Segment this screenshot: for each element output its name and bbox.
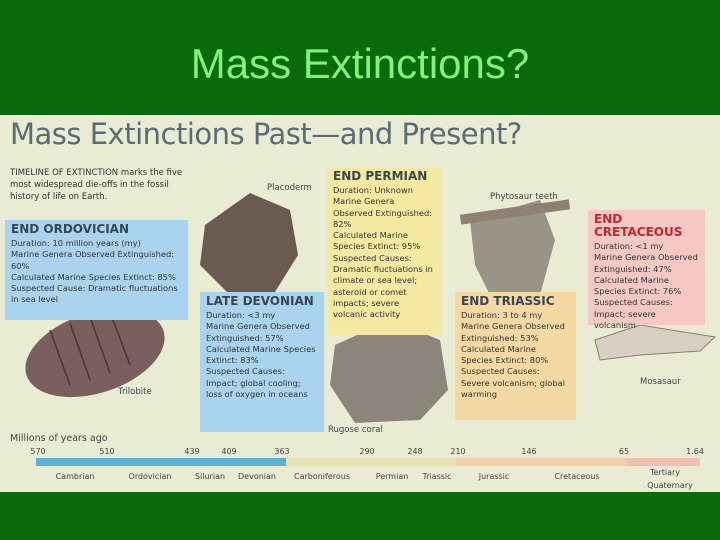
- timeline-tick: 210: [450, 447, 466, 456]
- event-name: END ORDOVICIAN: [11, 222, 130, 236]
- timeline-tick: 409: [221, 447, 237, 456]
- period-label: Cretaceous: [554, 472, 600, 481]
- period-label: Silurian: [194, 472, 226, 481]
- event-detail: Suspected Causes: Impact; severe volcani…: [594, 297, 673, 331]
- event-detail: Suspected Causes: Severe volcanism; glob…: [461, 366, 565, 400]
- event-detail: Duration: <3 my: [206, 310, 276, 320]
- event-detail: Duration: 3 to 4 my: [461, 310, 543, 320]
- infographic-heading: Mass Extinctions Past—and Present?: [10, 117, 522, 151]
- timeline-segment: [286, 458, 456, 466]
- timeline-tick: 146: [521, 447, 537, 456]
- period-label: Carboniferous: [293, 472, 351, 481]
- timeline-segment: [36, 458, 286, 466]
- event-detail: Duration: 10 million years (my): [11, 238, 141, 248]
- event-box: END PERMIAN Duration: Unknown Marine Gener…: [327, 167, 441, 335]
- event-detail: Suspected Cause: Dramatic fluctuations i…: [11, 283, 178, 305]
- event-detail: Marine Genera Observed Extinguished: 57%: [206, 321, 310, 343]
- illustrations: [25, 193, 717, 466]
- event-detail: Marine Genera Observed Extinguished: 60%: [11, 249, 175, 271]
- timeline-tick: 510: [99, 447, 115, 456]
- event-box: LATE DEVONIAN Duration: <3 my Marine Gener…: [200, 292, 324, 432]
- period-label: Quaternary: [647, 481, 693, 490]
- event-detail: Marine Genera Observed Extinguished: 82%: [333, 196, 433, 229]
- period-label: Tertiary: [649, 468, 681, 477]
- mosasaur-skull: [594, 324, 717, 361]
- period-label: Devonian: [238, 472, 276, 481]
- timeline-tick: 290: [359, 447, 375, 456]
- event-detail: Duration: Unknown: [333, 185, 413, 195]
- timeline-tick: 248: [407, 447, 423, 456]
- period-label: Ordovician: [128, 472, 172, 481]
- event-name: END PERMIAN: [333, 169, 428, 183]
- phytosaur-fossil: [470, 200, 555, 295]
- period-label: Cambrian: [55, 472, 95, 481]
- period-label: Permian: [375, 472, 409, 481]
- coral-fossil: [330, 320, 448, 423]
- timeline-label: Millions of years ago: [10, 433, 108, 444]
- period-label: Jurassic: [478, 472, 510, 481]
- timeline-tick: 439: [184, 447, 200, 456]
- event-box: END TRIASSIC Duration: 3 to 4 my Marine Ge…: [455, 292, 576, 420]
- trilobite-ridges: [49, 311, 131, 386]
- event-detail: Calculated Marine Species Extinct: 85%: [11, 271, 176, 282]
- fossil-label: Placoderm: [267, 183, 312, 193]
- placoderm-fossil: [200, 193, 298, 300]
- event-box: END ORDOVICIAN Duration: 10 million years…: [5, 220, 188, 320]
- timeline-tick: 65: [618, 447, 630, 456]
- event-detail: Duration: <1 my: [594, 241, 664, 251]
- timeline-tick: 363: [274, 447, 290, 456]
- event-name: LATE DEVONIAN: [206, 294, 314, 308]
- slide-title: Mass Extinctions?: [190, 40, 530, 87]
- timeline-segment: [626, 458, 700, 466]
- phytosaur-jaw: [459, 199, 571, 225]
- intro-text: TIMELINE OF EXTINCTION marks the five mo…: [10, 168, 183, 202]
- infographic: Mass Extinctions Past—and Present? TIMEL…: [0, 115, 720, 492]
- fossil-label: Mosasaur: [640, 377, 681, 387]
- event-name: END CRETACEOUS: [594, 212, 683, 239]
- fossil-label: Rugose coral: [328, 425, 383, 435]
- event-detail: Marine Genera Observed Extinguished: 47%: [594, 252, 698, 274]
- trilobite-fossil: [25, 308, 165, 398]
- period-label: Triassic: [422, 472, 452, 481]
- event-detail: Suspected Causes: Dramatic fluctuations …: [333, 252, 433, 320]
- event-detail: Calculated Marine Species Extinct: 80%: [461, 343, 549, 366]
- event-name: END TRIASSIC: [461, 294, 555, 308]
- timeline-tick: 1.64: [686, 447, 704, 456]
- fossil-label: Phytosaur teeth: [490, 192, 558, 202]
- event-detail: Calculated Marine Species Extinct: 95%: [333, 230, 421, 252]
- timeline-tick: 570: [30, 447, 46, 456]
- fossil-label: Trilobite: [118, 387, 152, 397]
- event-detail: Suspected Causes: Impact; global cooling…: [206, 366, 308, 400]
- event-box: END CRETACEOUS Duration: <1 my Marine Gene…: [588, 210, 705, 330]
- event-detail: Marine Genera Observed Extinguished: 53%: [461, 321, 565, 343]
- event-detail: Calculated Marine Species Extinct: 83%: [206, 343, 316, 366]
- event-detail: Calculated Marine Species Extinct: 76%: [594, 274, 682, 297]
- timeline-segment: [456, 458, 626, 466]
